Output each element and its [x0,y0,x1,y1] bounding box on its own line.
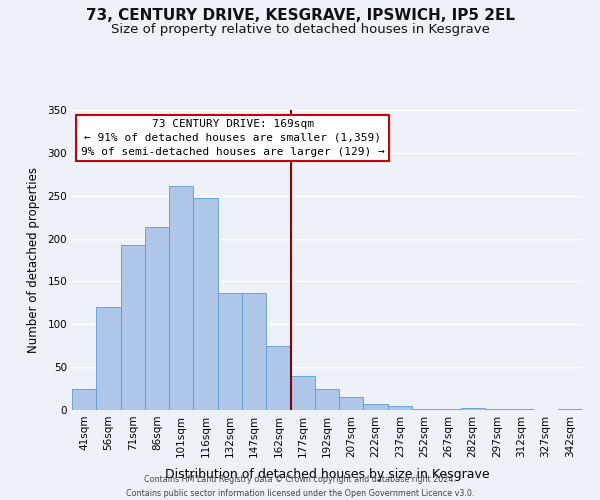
Text: 73, CENTURY DRIVE, KESGRAVE, IPSWICH, IP5 2EL: 73, CENTURY DRIVE, KESGRAVE, IPSWICH, IP… [86,8,515,22]
Text: Contains HM Land Registry data © Crown copyright and database right 2024.
Contai: Contains HM Land Registry data © Crown c… [126,476,474,498]
Bar [436,409,461,410]
Bar [315,390,339,410]
Text: Size of property relative to detached houses in Kesgrave: Size of property relative to detached ho… [110,22,490,36]
Bar [193,198,218,410]
Bar [364,404,388,410]
Bar [290,376,315,410]
Bar [461,408,485,410]
Bar [388,406,412,410]
Bar [509,409,533,410]
Bar [412,409,436,410]
Bar [266,346,290,410]
Bar [558,409,582,410]
Bar [72,390,96,410]
Bar [485,409,509,410]
Bar [339,397,364,410]
Bar [218,292,242,410]
Text: 73 CENTURY DRIVE: 169sqm
← 91% of detached houses are smaller (1,359)
9% of semi: 73 CENTURY DRIVE: 169sqm ← 91% of detach… [81,119,385,157]
Bar [169,186,193,410]
Bar [242,294,266,410]
Bar [145,228,169,410]
X-axis label: Distribution of detached houses by size in Kesgrave: Distribution of detached houses by size … [164,468,490,481]
Bar [121,246,145,410]
Bar [96,307,121,410]
Y-axis label: Number of detached properties: Number of detached properties [28,167,40,353]
